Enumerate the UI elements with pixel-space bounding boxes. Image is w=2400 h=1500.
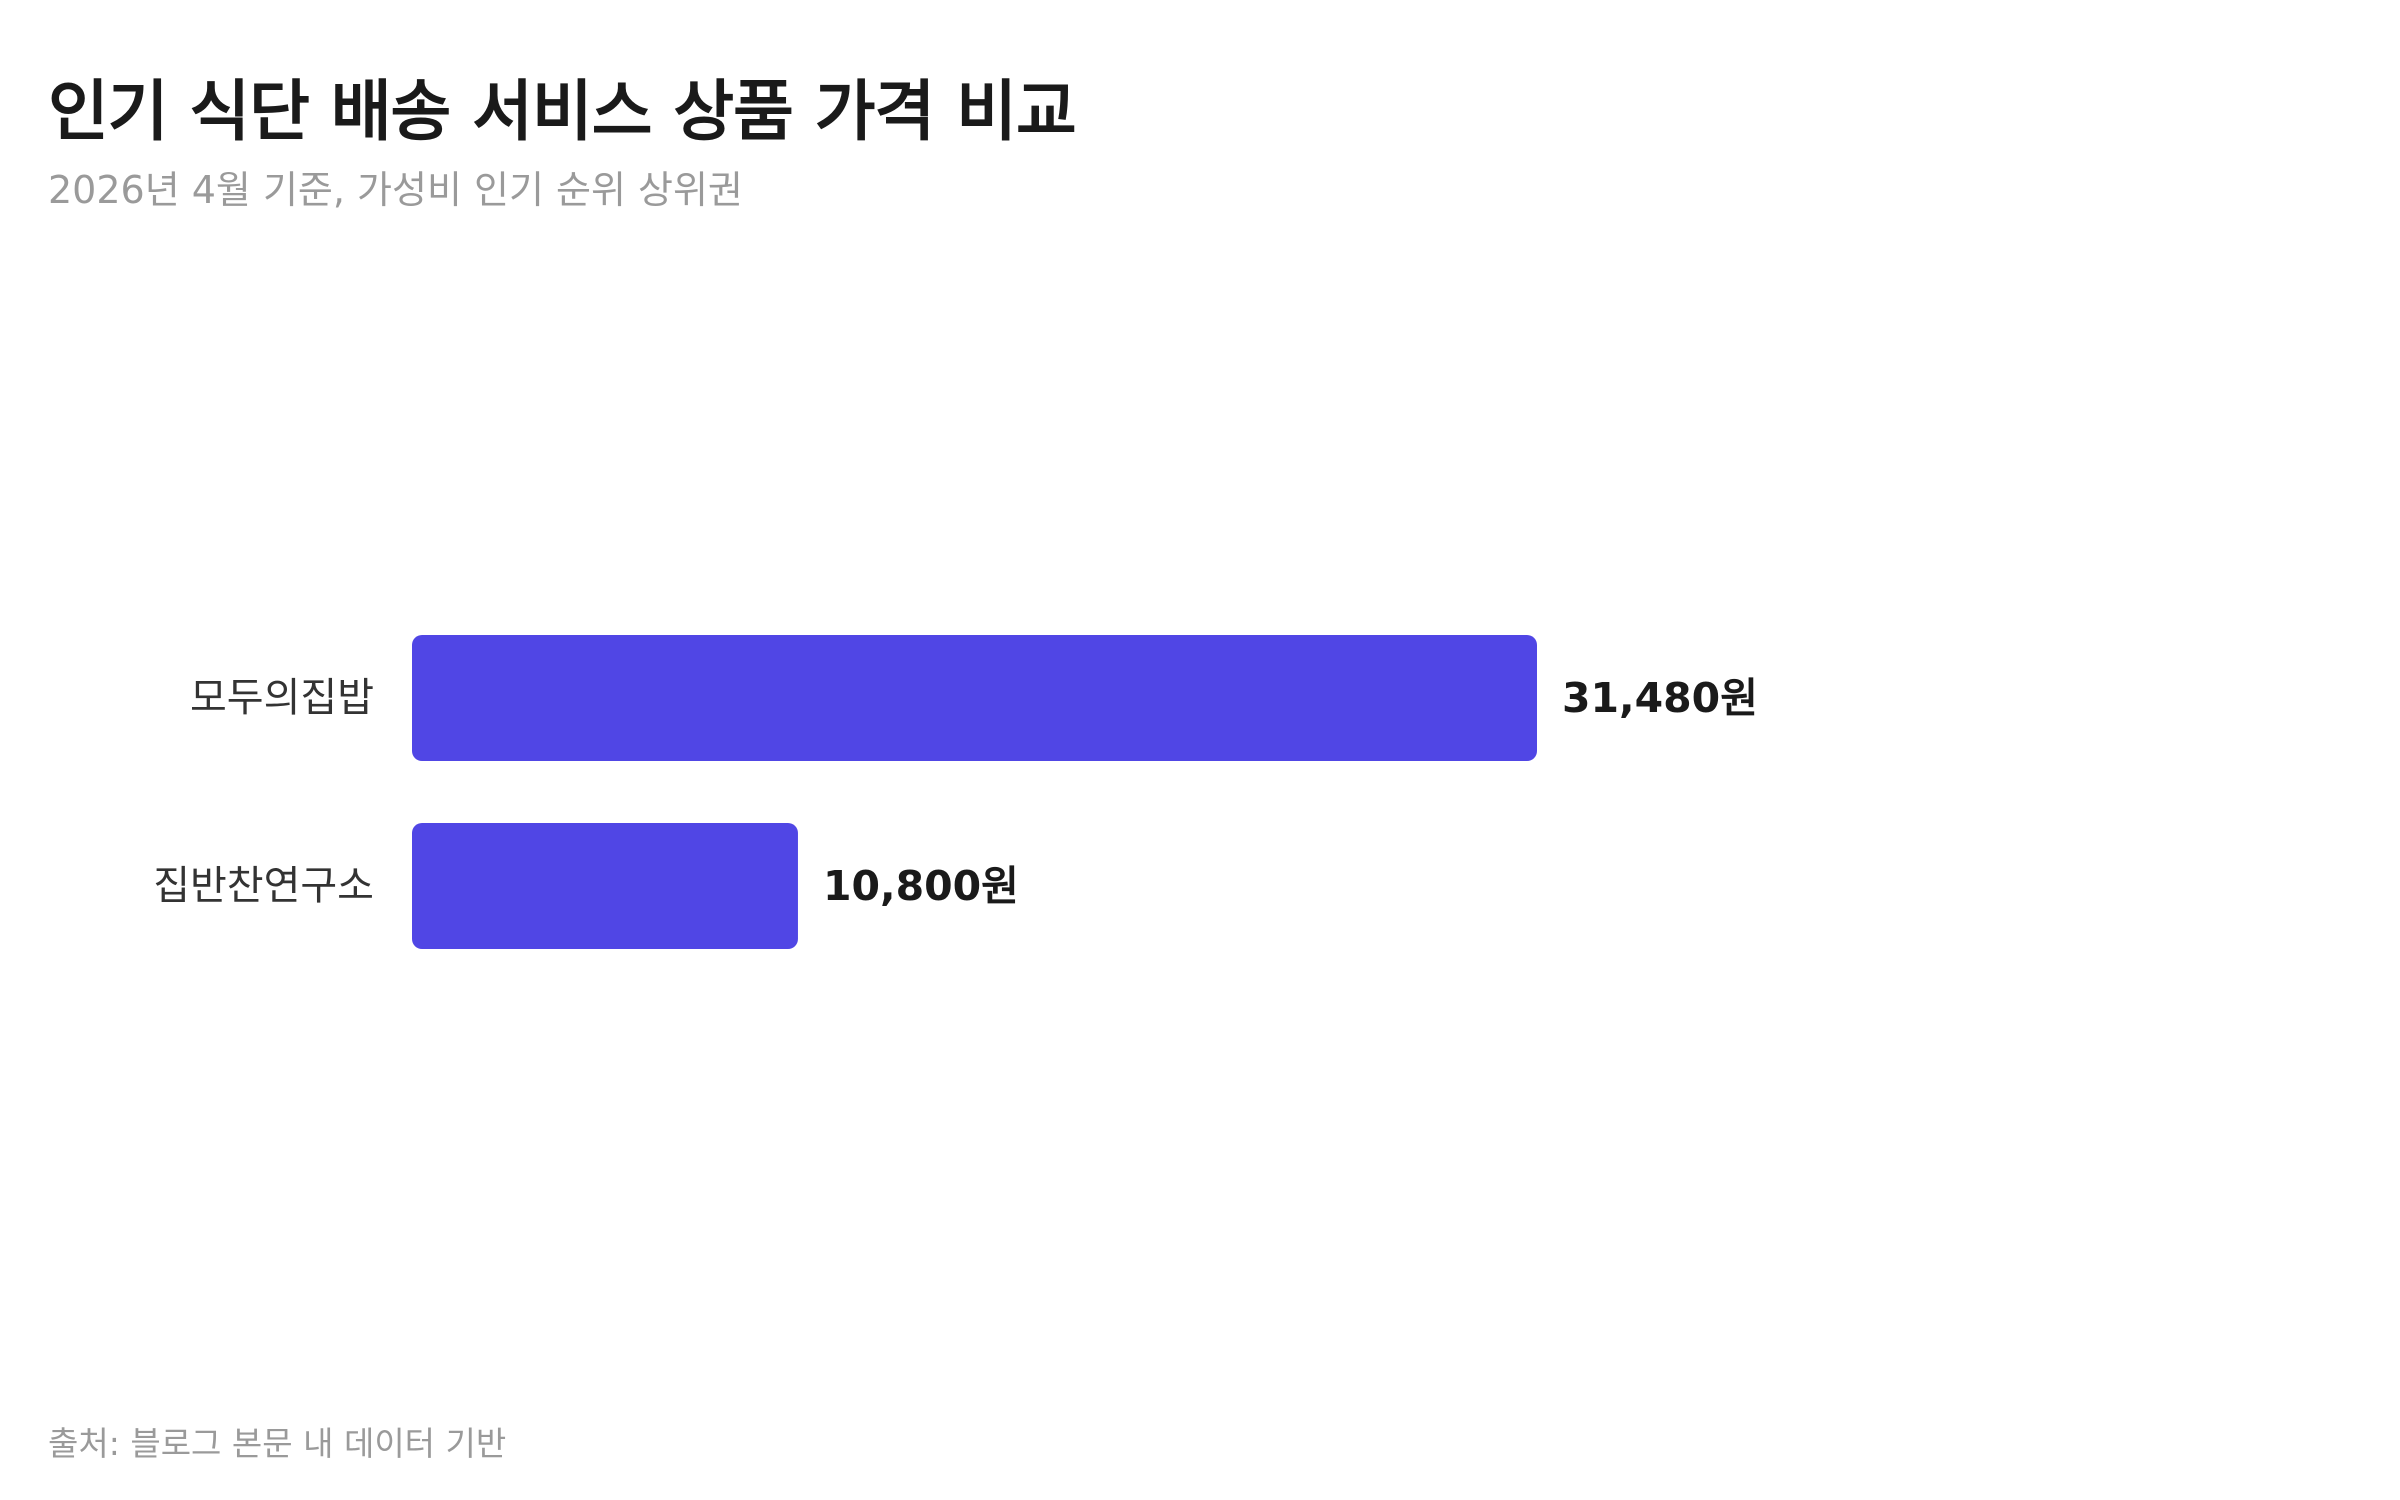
- category-label-0: 모두의집밥: [190, 675, 374, 721]
- chart-source: 출처: 블로그 본문 내 데이터 기반: [48, 1424, 507, 1463]
- bar-1: [412, 823, 798, 949]
- value-label-1: 10,800원: [823, 862, 1019, 910]
- chart-title: 인기 식단 배송 서비스 상품 가격 비교: [48, 73, 1077, 150]
- value-label-0: 31,480원: [1562, 674, 1758, 722]
- chart-subtitle: 2026년 4월 기준, 가성비 인기 순위 상위권: [48, 168, 743, 212]
- bar-0: [412, 635, 1537, 761]
- category-label-1: 집반찬연구소: [153, 863, 374, 909]
